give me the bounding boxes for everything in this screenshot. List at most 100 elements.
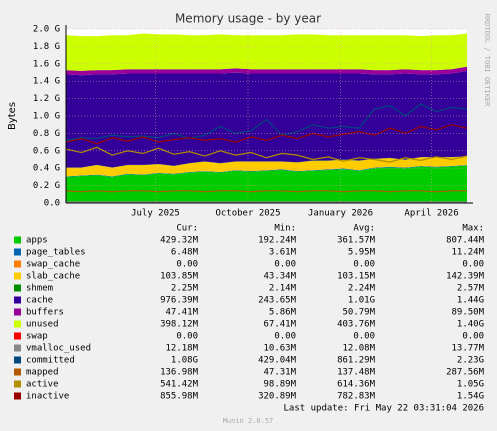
legend-stat: 807.44M <box>446 236 485 246</box>
legend-stat: 103.85M <box>160 272 199 282</box>
legend-swatch <box>14 272 21 280</box>
y-tick-label: 1.8 G <box>33 42 60 52</box>
y-tick-label: 0.8 G <box>33 129 60 139</box>
legend-stat: 1.01G <box>348 296 375 306</box>
column-header: Avg: <box>353 224 375 234</box>
legend-stat: 1.40G <box>457 320 484 330</box>
legend-stat: 855.98M <box>160 392 199 402</box>
y-tick-label: 2.0 G <box>33 25 60 35</box>
x-tick-label: October 2025 <box>215 209 280 219</box>
legend-stat: 2.14M <box>269 284 297 294</box>
legend-stat: 1.05G <box>457 380 484 390</box>
legend-stat: 1.54G <box>457 392 484 402</box>
area <box>66 156 467 177</box>
legend-stat: 43.34M <box>263 272 296 282</box>
legend-stat: 6.48M <box>171 248 199 258</box>
legend-stat: 976.39M <box>160 296 199 306</box>
legend-name: swap <box>26 332 48 342</box>
legend-name: page_tables <box>26 248 86 258</box>
legend-stat: 0.00 <box>176 260 198 270</box>
legend-swatch <box>14 392 21 400</box>
footer: Munin 2.0.57 <box>223 417 274 425</box>
y-tick-label: 1.4 G <box>33 77 60 87</box>
legend-name: unused <box>26 320 59 330</box>
legend-stat: 541.42M <box>160 380 199 390</box>
area <box>66 33 467 71</box>
legend-stat: 0.00 <box>353 260 375 270</box>
last-update: Last update: Fri May 22 03:31:04 2026 <box>284 404 484 414</box>
legend-name: cache <box>26 296 53 306</box>
legend-name: buffers <box>26 308 64 318</box>
legend-stat: 89.50M <box>451 308 484 318</box>
legend-stat: 136.98M <box>160 368 199 378</box>
legend-stat: 2.25M <box>171 284 199 294</box>
legend-stat: 67.41M <box>263 320 296 330</box>
y-tick-label: 0.4 G <box>33 164 60 174</box>
column-header: Max: <box>462 224 484 234</box>
legend-stat: 320.89M <box>258 392 297 402</box>
x-tick-label: April 2026 <box>404 209 458 219</box>
legend-swatch <box>14 320 21 328</box>
area <box>66 156 467 168</box>
legend-name: committed <box>26 356 75 366</box>
legend-stat: 0.00 <box>462 260 484 270</box>
legend-name: mapped <box>26 368 59 378</box>
area <box>66 66 467 76</box>
legend-stat: 192.24M <box>258 236 297 246</box>
legend-stat: 137.48M <box>337 368 376 378</box>
line <box>65 103 468 141</box>
legend-swatch <box>14 368 21 376</box>
legend-stat: 98.89M <box>263 380 296 390</box>
legend-name: active <box>26 380 59 390</box>
chart-title: Memory usage - by year <box>175 12 321 26</box>
legend-stat: 614.36M <box>337 380 376 390</box>
legend-stat: 3.61M <box>269 248 297 258</box>
legend-name: shmem <box>26 284 53 294</box>
x-tick-label: July 2025 <box>131 209 180 219</box>
legend-swatch <box>14 308 21 316</box>
legend-stat: 0.00 <box>462 332 484 342</box>
legend-stat: 13.77M <box>451 344 484 354</box>
legend-stat: 50.79M <box>342 308 375 318</box>
legend-stat: 287.56M <box>446 368 485 378</box>
legend-stat: 403.76M <box>337 320 376 330</box>
legend-stat: 0.00 <box>176 332 198 342</box>
legend-stat: 0.00 <box>274 332 296 342</box>
legend-stat: 1.08G <box>171 356 198 366</box>
legend-swatch <box>14 248 21 256</box>
legend-swatch <box>14 260 21 268</box>
legend-stat: 243.65M <box>258 296 297 306</box>
legend-stat: 11.24M <box>451 248 484 258</box>
column-header: Min: <box>274 224 296 234</box>
legend-stat: 0.00 <box>353 332 375 342</box>
legend-name: vmalloc_used <box>26 344 91 354</box>
line <box>65 124 468 145</box>
legend-stat: 103.15M <box>337 272 376 282</box>
legend-stat: 0.00 <box>274 260 296 270</box>
legend-swatch <box>14 284 21 292</box>
legend-stat: 861.29M <box>337 356 376 366</box>
legend-stat: 361.57M <box>337 236 376 246</box>
legend-stat: 782.83M <box>337 392 376 402</box>
legend-stat: 47.31M <box>263 368 296 378</box>
y-tick-label: 0.6 G <box>33 146 60 156</box>
legend-stat: 1.44G <box>457 296 484 306</box>
area <box>66 165 467 177</box>
y-tick-label: 1.0 G <box>33 112 60 122</box>
legend-name: swap_cache <box>26 260 80 270</box>
y-tick-label: 1.2 G <box>33 94 60 104</box>
column-header: Cur: <box>176 224 198 234</box>
area <box>66 165 467 203</box>
legend-stat: 12.18M <box>165 344 198 354</box>
legend-stat: 142.39M <box>446 272 485 282</box>
legend-name: inactive <box>26 392 69 402</box>
line <box>65 146 468 163</box>
legend-stat: 398.12M <box>160 320 199 330</box>
legend-stat: 429.32M <box>160 236 199 246</box>
legend-name: slab_cache <box>26 272 80 282</box>
y-axis-label: Bytes <box>7 102 18 130</box>
legend-swatch <box>14 332 21 340</box>
legend-stat: 5.86M <box>269 308 297 318</box>
legend-stat: 47.41M <box>165 308 198 318</box>
